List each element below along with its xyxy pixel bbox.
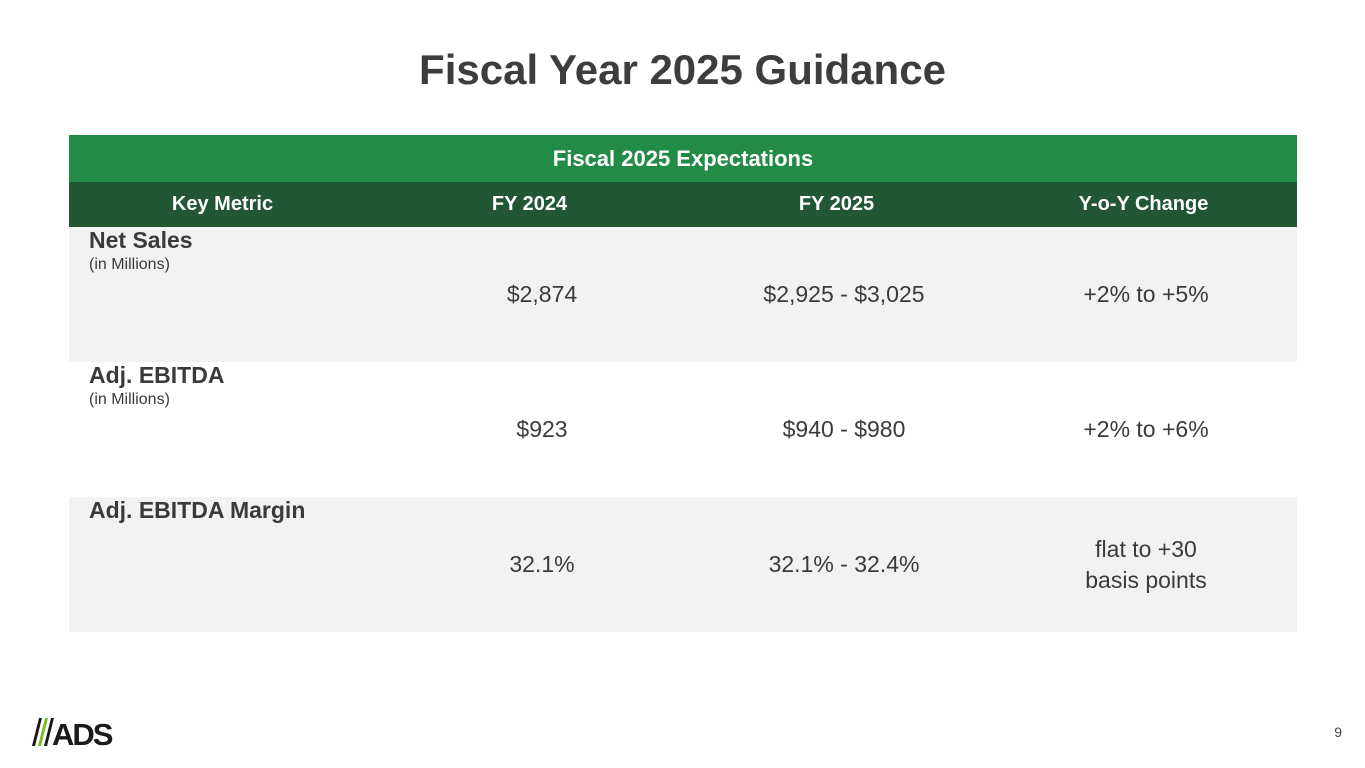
- metric-unit: (in Millions): [89, 256, 170, 273]
- yoy-change-line2: basis points: [1085, 566, 1207, 593]
- table-row: Net Sales (in Millions) $2,874 $2,925 - …: [69, 227, 1297, 362]
- table-band-title: Fiscal 2025 Expectations: [69, 135, 1297, 182]
- fy2025-value: $940 - $980: [782, 416, 906, 442]
- yoy-change-line1: flat to +30: [1095, 535, 1197, 562]
- table-header: Key Metric FY 2024 FY 2025 Y-o-Y Change: [69, 182, 1297, 227]
- metric-cell: Adj. EBITDA (in Millions): [69, 362, 391, 497]
- header-fy2024: FY 2024: [491, 193, 568, 215]
- ads-logo: ADS: [30, 716, 120, 753]
- logo-text: ADS: [52, 717, 113, 748]
- metric-name: Net Sales: [89, 227, 193, 253]
- metric-name: Adj. EBITDA: [89, 362, 225, 388]
- metric-unit: (in Millions): [89, 391, 170, 408]
- table-row: Adj. EBITDA Margin 32.1% 32.1% - 32.4% f…: [69, 497, 1297, 632]
- fy2025-value: $2,925 - $3,025: [763, 281, 925, 307]
- fy2024-value: $2,874: [506, 281, 578, 307]
- fy2025-value: 32.1% - 32.4%: [768, 551, 920, 577]
- page-number: 9: [1334, 724, 1342, 740]
- header-key-metric: Key Metric: [171, 193, 274, 215]
- metric-name: Adj. EBITDA Margin: [89, 497, 306, 523]
- fy2024-value: $923: [516, 416, 568, 442]
- yoy-change-value: flat to +30 basis points: [995, 497, 1297, 632]
- header-fy2025: FY 2025: [798, 193, 875, 215]
- fy2024-value: 32.1%: [509, 551, 575, 577]
- page-title: Fiscal Year 2025 Guidance: [419, 46, 946, 93]
- guidance-table: Fiscal 2025 Expectations Key Metric FY 2…: [69, 135, 1297, 632]
- yoy-change-value: +2% to +6%: [1083, 416, 1209, 442]
- table-row: Adj. EBITDA (in Millions) $923 $940 - $9…: [69, 362, 1297, 497]
- yoy-change-value: +2% to +5%: [1083, 281, 1209, 307]
- metric-cell: Adj. EBITDA Margin: [69, 497, 391, 632]
- header-yoy-change: Y-o-Y Change: [1078, 193, 1209, 215]
- metric-cell: Net Sales (in Millions): [69, 227, 391, 362]
